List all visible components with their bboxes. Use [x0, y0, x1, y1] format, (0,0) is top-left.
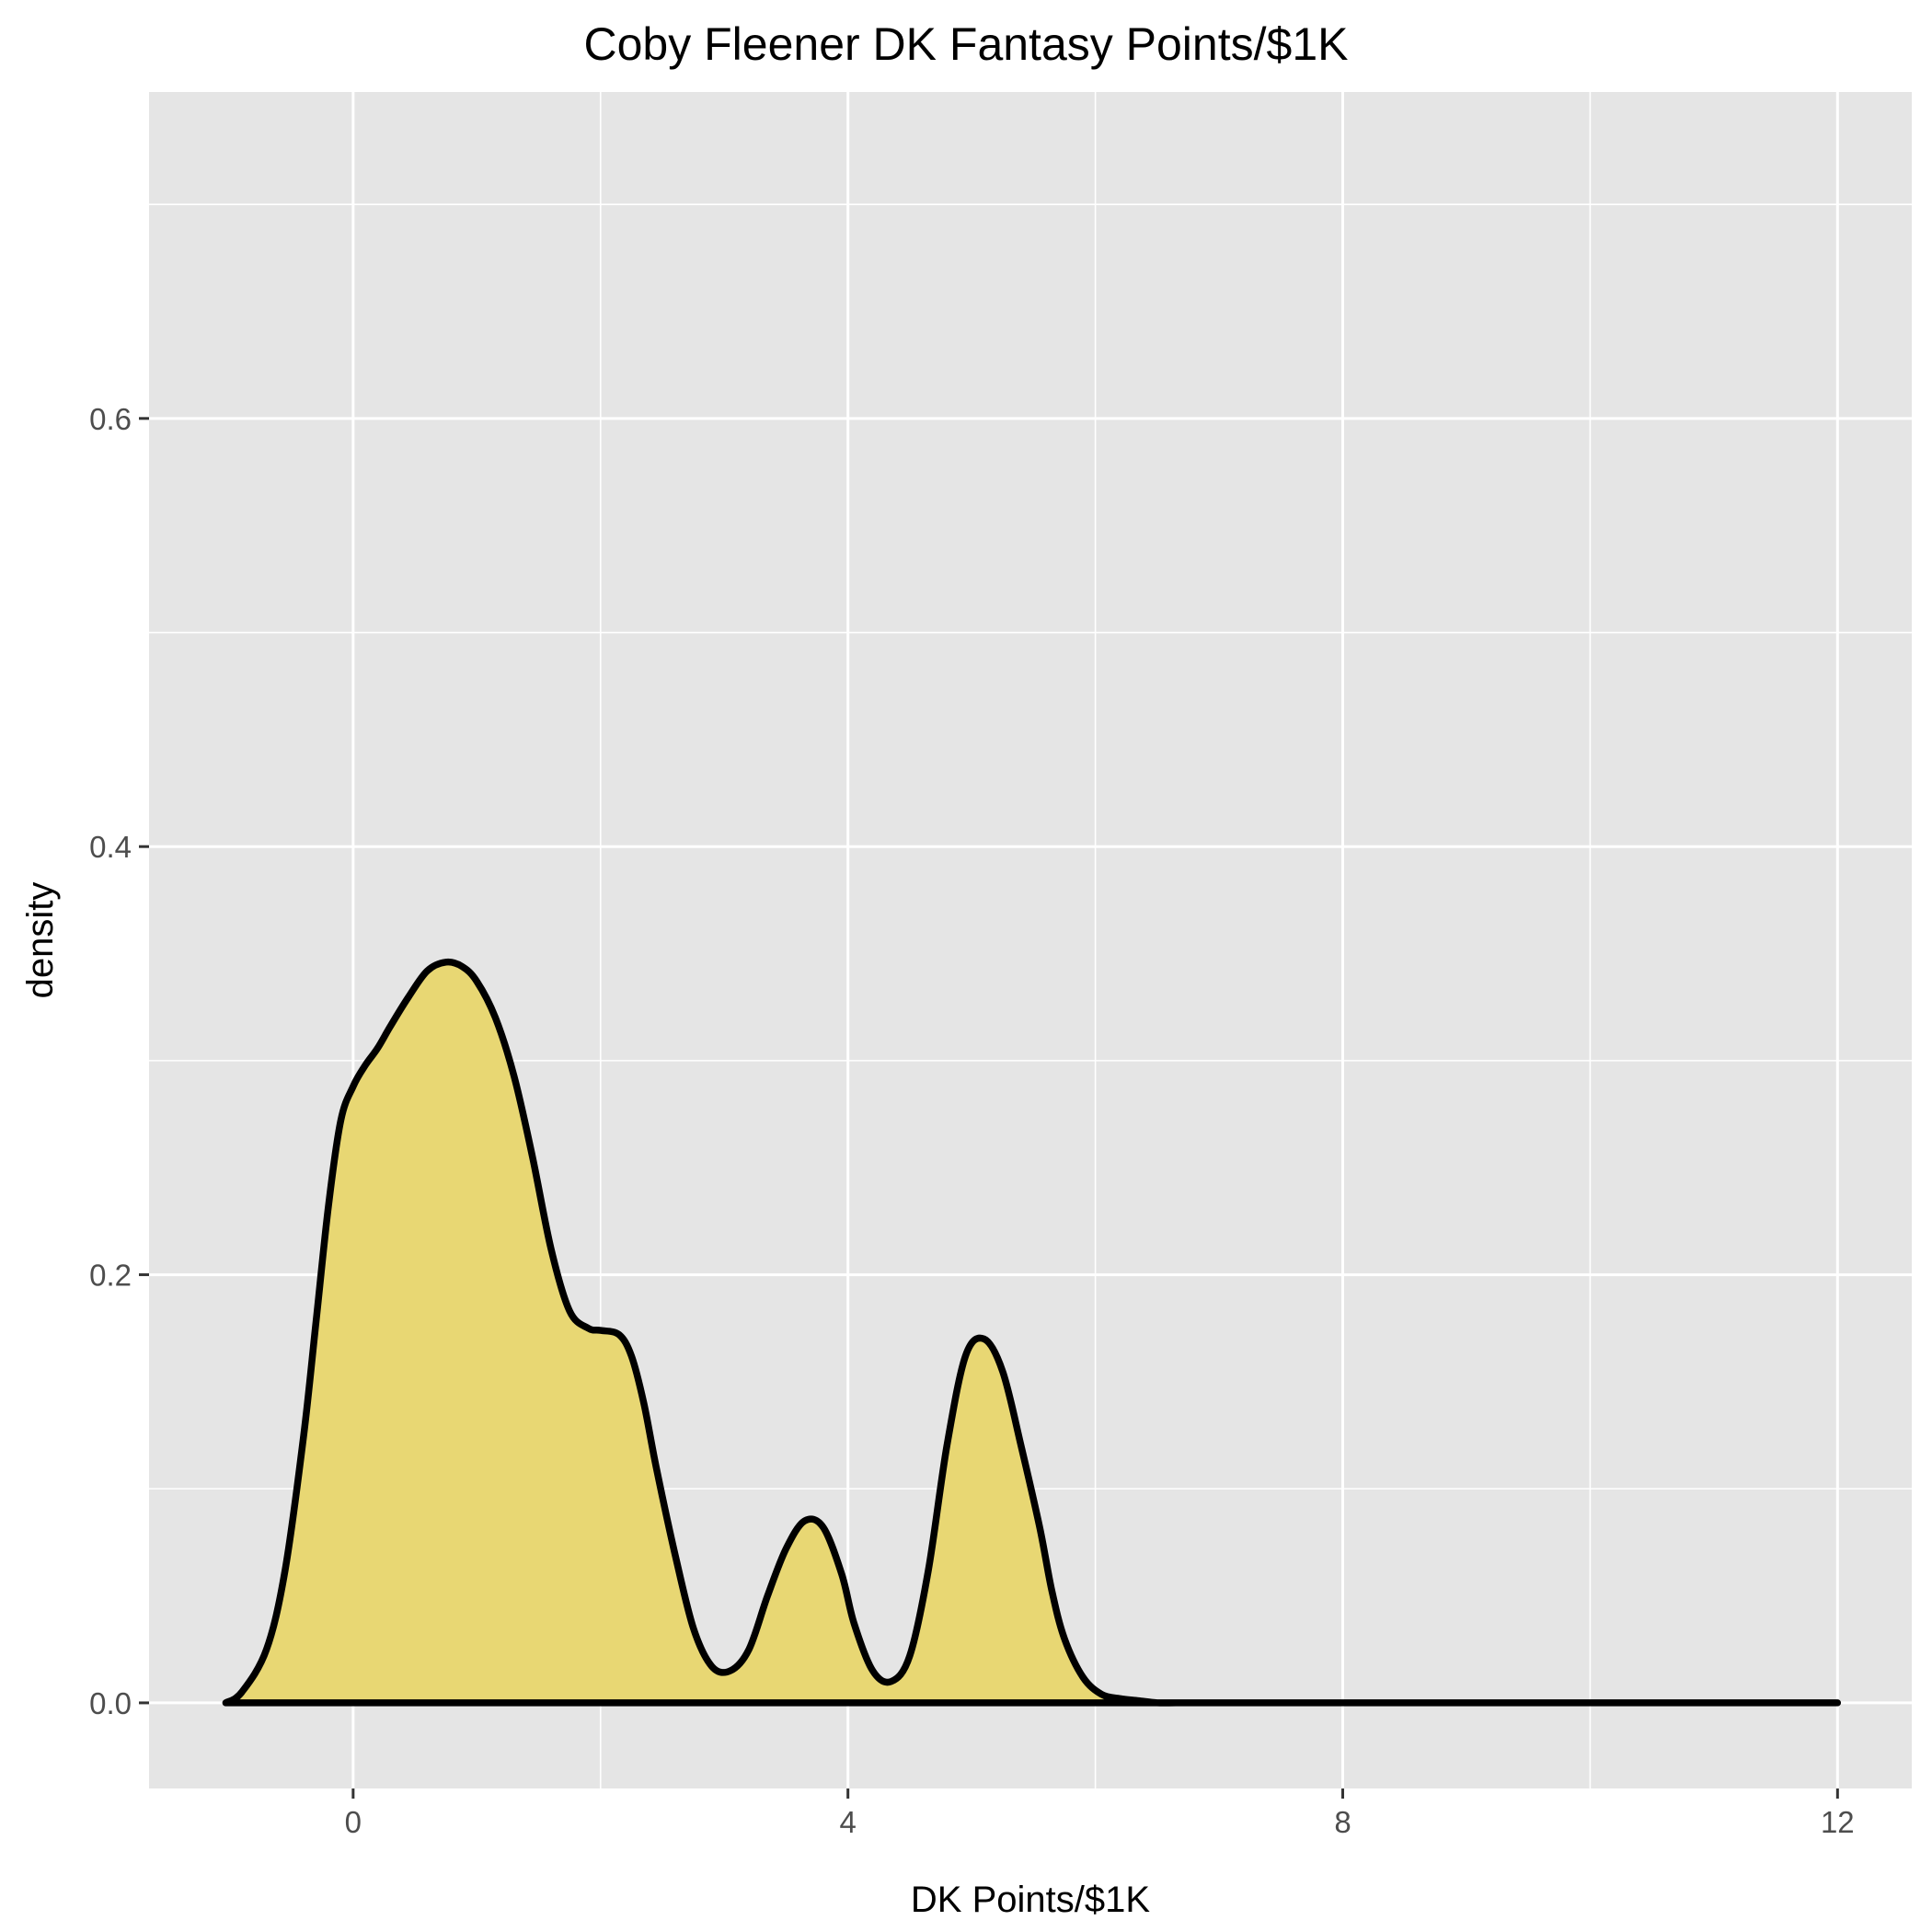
y-axis-title: density — [20, 882, 61, 999]
x-axis: 0 4 8 12 — [345, 1788, 1855, 1839]
y-tick-label: 0.2 — [89, 1259, 132, 1293]
y-tick-label: 0.6 — [89, 402, 132, 436]
chart-title: Coby Fleener DK Fantasy Points/$1K — [583, 18, 1349, 70]
x-tick-label: 4 — [839, 1805, 856, 1839]
y-axis: 0.0 0.2 0.4 0.6 — [89, 402, 149, 1720]
density-area — [225, 961, 1838, 1704]
x-axis-title: DK Points/$1K — [911, 1880, 1150, 1920]
x-tick-label: 8 — [1334, 1805, 1351, 1839]
y-tick-label: 0.4 — [89, 830, 132, 864]
x-tick-label: 12 — [1821, 1805, 1855, 1839]
density-line — [222, 958, 1842, 1707]
x-tick-label: 0 — [345, 1805, 362, 1839]
y-tick-label: 0.0 — [89, 1686, 132, 1720]
